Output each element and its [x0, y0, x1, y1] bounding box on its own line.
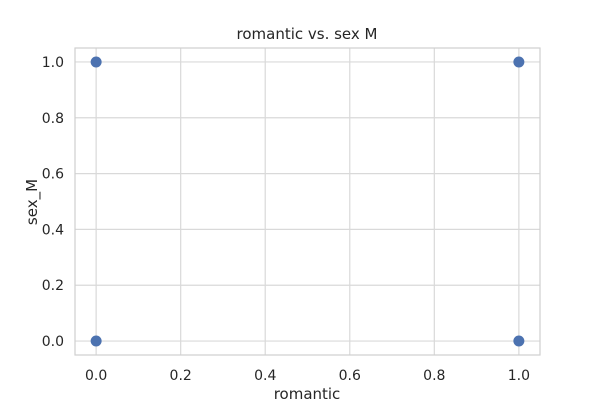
x-tick-label: 0.8: [423, 368, 445, 384]
scatter-point: [513, 56, 525, 68]
x-tick-label: 1.0: [508, 368, 530, 384]
scatter-point: [513, 335, 525, 347]
y-tick-label: 0.8: [42, 111, 64, 127]
x-tick-label: 0.6: [339, 368, 361, 384]
plot-frame: [74, 47, 541, 356]
scatter-point: [90, 56, 102, 68]
y-tick-label: 0.4: [42, 222, 64, 238]
x-axis-title: romantic: [274, 385, 341, 400]
chart-title: romantic vs. sex M: [237, 25, 378, 43]
x-tick-label: 0.0: [85, 368, 107, 384]
x-tick-label: 0.2: [170, 368, 192, 384]
scatter-point: [90, 335, 102, 347]
y-tick-label: 0.2: [42, 278, 64, 294]
x-tick-label: 0.4: [254, 368, 276, 384]
y-axis-title: sex_M: [23, 179, 42, 225]
y-tick-label: 0.6: [42, 167, 64, 183]
plot-area: [75, 48, 540, 355]
y-tick-label: 0.0: [42, 334, 64, 350]
y-tick-label: 1.0: [42, 55, 64, 71]
